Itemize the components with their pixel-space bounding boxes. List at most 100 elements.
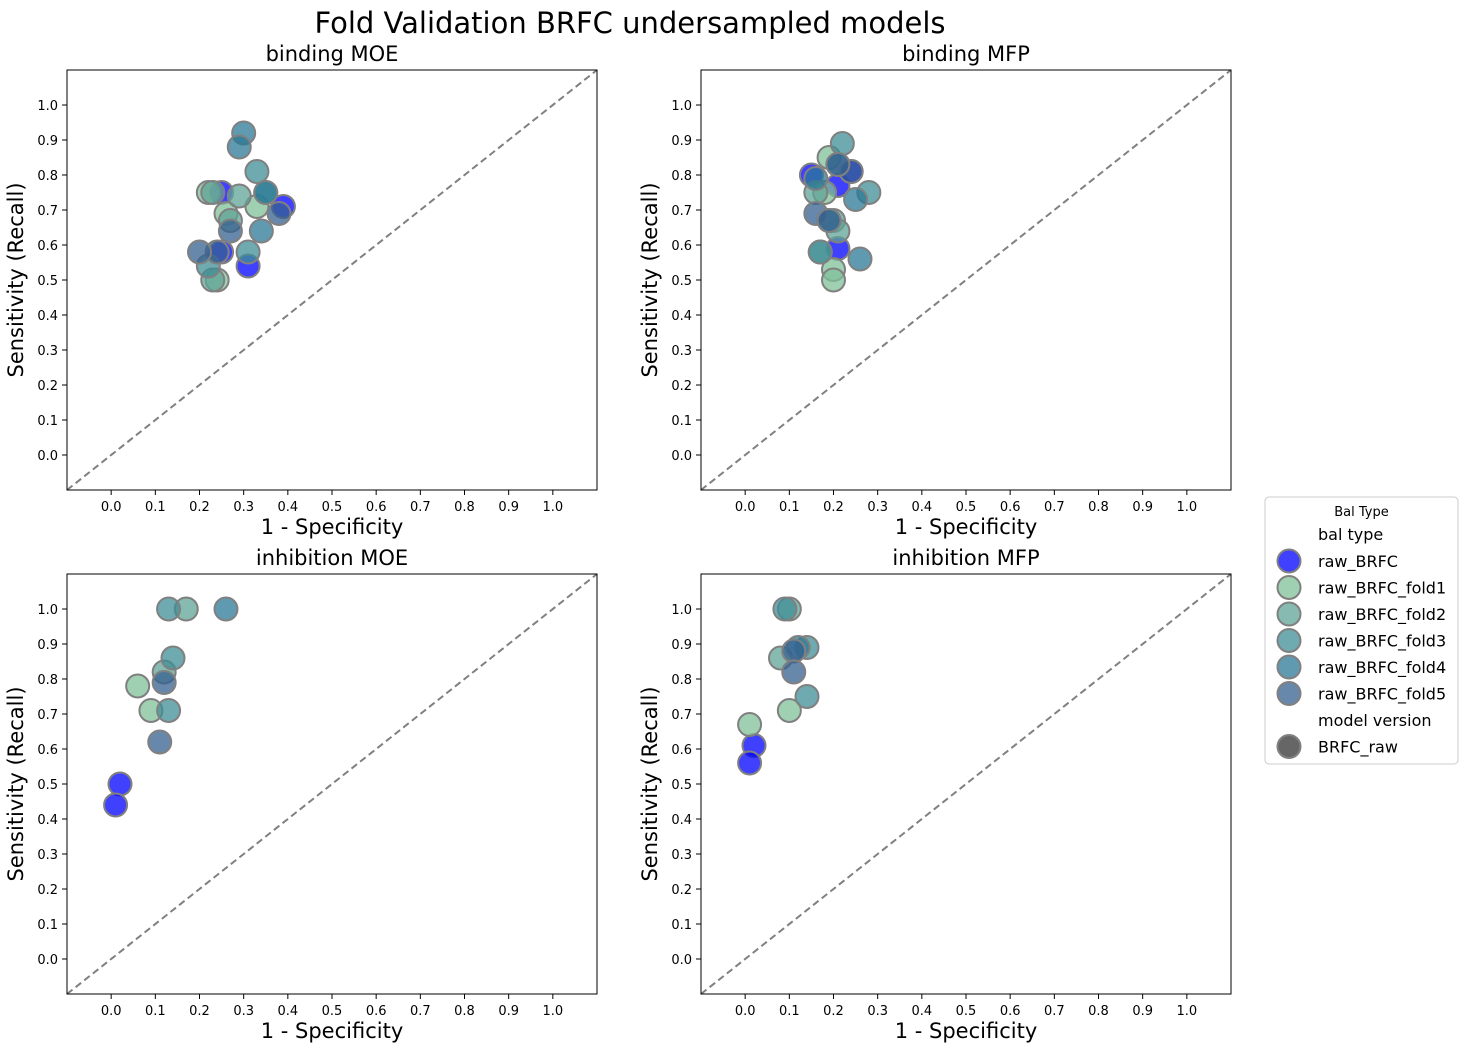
x-tick-label: 0.4	[911, 1004, 932, 1019]
legend-box	[1264, 496, 1459, 765]
data-point-raw_BRFC_fold3	[156, 698, 182, 723]
y-axis-label: Sensitivity (Recall)	[638, 686, 662, 881]
data-point-raw_BRFC	[737, 750, 763, 776]
x-tick-label: 0.5	[956, 1004, 977, 1019]
data-point-raw_BRFC_fold1	[125, 673, 151, 699]
x-tick-label: 0.4	[277, 1004, 298, 1019]
y-tick-label: 0.2	[37, 379, 58, 394]
x-tick-label: 0.6	[366, 1004, 387, 1019]
x-tick-label: 0.0	[101, 500, 122, 515]
y-tick-label: 0.8	[671, 673, 692, 688]
x-axis-label: 1 - Specificity	[261, 1019, 404, 1043]
data-point-raw_BRFC_fold5	[781, 638, 807, 664]
subplot-title: inhibition MFP	[892, 546, 1039, 570]
x-tick-label: 1.0	[1176, 500, 1197, 515]
data-point-raw_BRFC	[103, 792, 129, 818]
data-point-raw_BRFC_fold1	[737, 712, 763, 737]
subplot-1: 0.0 0.1 0.2 0.3 0.4 0.5 0.6 0.7 0.8 0.9 1.0 0.0 0.1 0…	[4, 42, 598, 539]
y-tick-label: 0.0	[37, 449, 58, 464]
x-tick-label: 0.5	[322, 1004, 343, 1019]
y-axis-label: Sensitivity (Recall)	[4, 182, 28, 377]
data-point-raw_BRFC_fold5	[147, 729, 173, 755]
x-tick-label: 0.9	[1132, 1004, 1153, 1019]
legend-marker	[1276, 548, 1302, 574]
data-point-raw_BRFC_fold2	[226, 183, 252, 209]
y-axis-label: Sensitivity (Recall)	[4, 686, 28, 881]
diagonal-reference-line	[66, 69, 598, 491]
y-axis-label: Sensitivity (Recall)	[638, 182, 662, 377]
scatter-points	[737, 596, 820, 776]
y-tick-label: 0.4	[671, 813, 692, 828]
data-point-raw_BRFC_fold3	[160, 645, 186, 671]
data-point-raw_BRFC_fold1	[821, 267, 846, 293]
y-tick-label: 0.8	[671, 169, 692, 184]
y-tick-label: 0.4	[37, 813, 58, 828]
axes-frame	[66, 69, 598, 491]
x-tick-label: 0.9	[498, 500, 519, 515]
x-tick-label: 0.1	[779, 1004, 800, 1019]
y-tick-label: 0.9	[671, 638, 692, 653]
y-tick-label: 0.9	[671, 134, 692, 149]
data-point-raw_BRFC	[107, 771, 133, 797]
x-tick-label: 0.5	[956, 500, 977, 515]
data-point-raw_BRFC_fold4	[847, 246, 873, 272]
legend-entry-label: raw_BRFC_fold3	[1318, 632, 1446, 652]
y-tick-label: 0.6	[671, 239, 692, 254]
x-tick-label: 0.3	[867, 1004, 888, 1019]
data-point-raw_BRFC_fold5	[217, 218, 243, 244]
legend-marker	[1276, 654, 1302, 680]
y-tick-label: 0.4	[37, 309, 58, 324]
y-tick-label: 1.0	[671, 603, 692, 618]
axes-frame	[700, 573, 1232, 995]
legend-entry-label: raw_BRFC_fold1	[1318, 579, 1446, 599]
diagonal-reference-line	[66, 573, 598, 995]
data-point-raw_BRFC_fold4	[248, 218, 274, 244]
x-tick-label: 0.0	[101, 1004, 122, 1019]
y-tick-label: 0.7	[671, 708, 692, 723]
data-point-raw_BRFC_fold3	[244, 159, 270, 184]
x-tick-label: 0.9	[1132, 500, 1153, 515]
scatter-points	[798, 131, 882, 293]
scatter-points	[103, 596, 239, 818]
legend-style-label: BRFC_raw	[1318, 738, 1398, 758]
data-point-raw_BRFC_fold2	[200, 180, 226, 205]
legend-entry-label: raw_BRFC	[1318, 552, 1398, 572]
data-point-raw_BRFC_fold3	[772, 596, 798, 622]
legend-hue-header: bal type	[1318, 525, 1383, 544]
x-tick-label: 0.1	[779, 500, 800, 515]
x-tick-label: 0.2	[823, 500, 844, 515]
x-tick-label: 1.0	[1176, 1004, 1197, 1019]
axes-frame	[66, 573, 598, 995]
x-tick-label: 0.2	[823, 1004, 844, 1019]
x-tick-label: 0.8	[1088, 500, 1109, 515]
x-tick-label: 0.8	[454, 1004, 475, 1019]
data-point-raw_BRFC_fold5	[151, 670, 177, 695]
y-tick-label: 0.2	[671, 883, 692, 898]
y-tick-label: 0.1	[671, 918, 692, 933]
axes-frame	[700, 69, 1232, 491]
x-tick-label: 0.1	[145, 500, 166, 515]
subplot-title: binding MOE	[266, 42, 399, 66]
x-tick-label: 0.7	[410, 500, 431, 515]
y-tick-label: 0.1	[671, 414, 692, 429]
y-tick-label: 0.9	[37, 134, 58, 149]
x-tick-label: 0.7	[410, 1004, 431, 1019]
y-tick-label: 0.2	[37, 883, 58, 898]
legend-marker	[1276, 575, 1302, 600]
y-tick-label: 0.8	[37, 673, 58, 688]
x-tick-label: 0.2	[189, 500, 210, 515]
data-point-raw_BRFC_fold4	[226, 134, 252, 160]
y-tick-label: 0.5	[671, 274, 692, 289]
y-tick-label: 0.0	[671, 953, 692, 968]
y-tick-label: 0.8	[37, 169, 58, 184]
subplot-2: 0.0 0.1 0.2 0.3 0.4 0.5 0.6 0.7 0.8 0.9 1.0 0.0 0.1 0…	[638, 42, 1232, 539]
x-tick-label: 0.1	[145, 1004, 166, 1019]
y-tick-label: 0.0	[37, 953, 58, 968]
data-point-raw_BRFC_fold5	[816, 208, 842, 233]
y-tick-label: 0.7	[671, 204, 692, 219]
y-tick-label: 0.2	[671, 379, 692, 394]
data-point-raw_BRFC_fold3	[807, 239, 833, 265]
data-point-raw_BRFC_fold4	[803, 166, 829, 191]
data-point-raw_BRFC_fold3	[235, 239, 261, 265]
